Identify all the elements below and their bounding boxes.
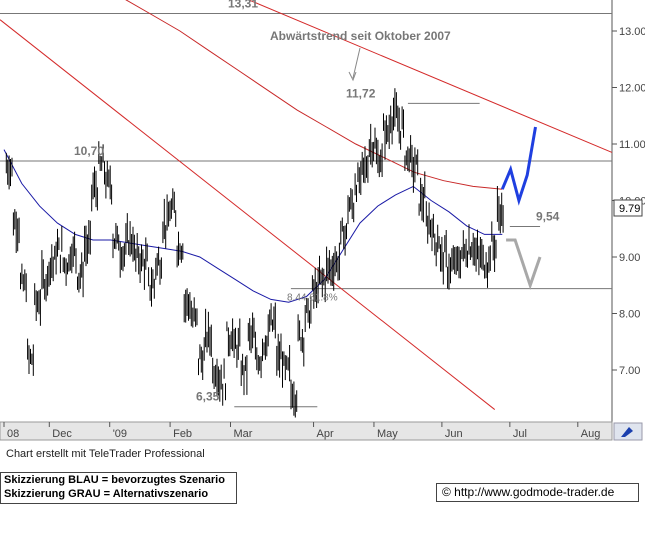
grey-scenario-path [506, 238, 542, 290]
pencil-icon [621, 427, 633, 437]
x-tick-label: 08 [7, 428, 19, 440]
date-axis-bar [0, 421, 613, 441]
y-axis-ticks: 7.008.009.0010.0011.0012.0013.0014.0015.… [612, 26, 645, 377]
long-moving-average [125, 0, 503, 190]
price-chart: 7.008.009.0010.0011.0012.0013.0014.0015.… [0, 0, 645, 441]
chart-credit: Chart erstellt mit TeleTrader Profession… [6, 448, 205, 460]
y-tick-label: 13.00 [619, 26, 645, 38]
x-axis-ticks: 08 Dec '09 Feb Mar Apr May Jun Jul Aug [3, 422, 601, 440]
annotation-arrow-icon [348, 71, 357, 82]
annotation-arrow-line [352, 47, 361, 79]
legend-grey: Skizzierung GRAU = Alternativszenario [4, 488, 209, 500]
x-tick-label: Jun [445, 428, 463, 440]
trendlines [0, 0, 613, 410]
x-tick-label: May [377, 428, 398, 440]
last-price-label: 9.79 [619, 203, 640, 215]
fib-level-label: 8.44 61.8% [287, 293, 338, 304]
trend-annotation: Abwärtstrend seit Oktober 2007 [270, 29, 451, 43]
x-tick-label: Feb [173, 428, 192, 440]
level-label: 13,31 [228, 0, 258, 10]
blue-scenario-path [500, 126, 537, 206]
y-tick-label: 9.00 [619, 252, 640, 264]
price-bars [5, 88, 504, 418]
y-tick-label: 7.00 [619, 365, 640, 377]
y-tick-label: 8.00 [619, 309, 640, 321]
legend-blue: Skizzierung BLAU = bevorzugtes Szenario [4, 474, 225, 486]
level-label: 11,72 [346, 86, 376, 100]
y-tick-label: 12.00 [619, 83, 645, 95]
level-label: 9,54 [536, 209, 560, 223]
x-tick-label: Jul [513, 428, 527, 440]
plot-area [0, 0, 612, 422]
scenario-sketches [500, 126, 542, 290]
y-tick-label: 11.00 [619, 139, 645, 151]
source-url-link[interactable]: © http://www.godmode-trader.de [436, 483, 639, 502]
level-label: 10,70 [74, 144, 104, 158]
x-tick-label: Mar [234, 428, 253, 440]
level-labels: 13,31 11,72 10,70 9,54 6,35 8.44 61.8% [74, 0, 560, 404]
scenario-legend: Skizzierung BLAU = bevorzugtes Szenario … [0, 472, 237, 504]
x-tick-label: Dec [52, 428, 72, 440]
upper-trendline [247, 0, 613, 153]
lower-trendline [0, 19, 496, 410]
level-label: 6,35 [196, 390, 220, 404]
x-tick-label: '09 [113, 428, 127, 440]
x-tick-label: Apr [317, 428, 334, 440]
x-tick-label: Aug [581, 428, 601, 440]
last-price-tag: 9.79 [613, 199, 643, 217]
